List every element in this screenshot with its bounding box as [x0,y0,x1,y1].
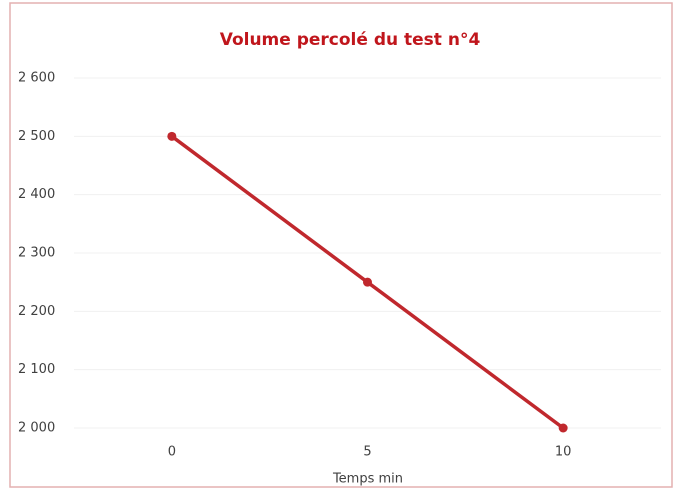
y-tick-label: 2 000 [18,421,55,436]
chart-frame [9,2,673,488]
x-tick-label: 5 [363,445,371,460]
y-tick-label: 2 100 [18,362,55,377]
y-tick-label: 2 200 [18,304,55,319]
point [167,131,177,141]
x-axis-label: Temps min [332,472,403,487]
chart-title: Volume percolé du test n°4 [220,30,481,50]
x-tick-label: 0 [168,445,176,460]
point [558,423,568,433]
y-tick-label: 2 500 [18,129,55,144]
y-tick-label: 2 300 [18,246,55,261]
x-tick-label: 10 [555,445,572,460]
y-tick-label: 2 400 [18,187,55,202]
y-tick-label: 2 600 [18,71,55,86]
point [363,277,372,287]
